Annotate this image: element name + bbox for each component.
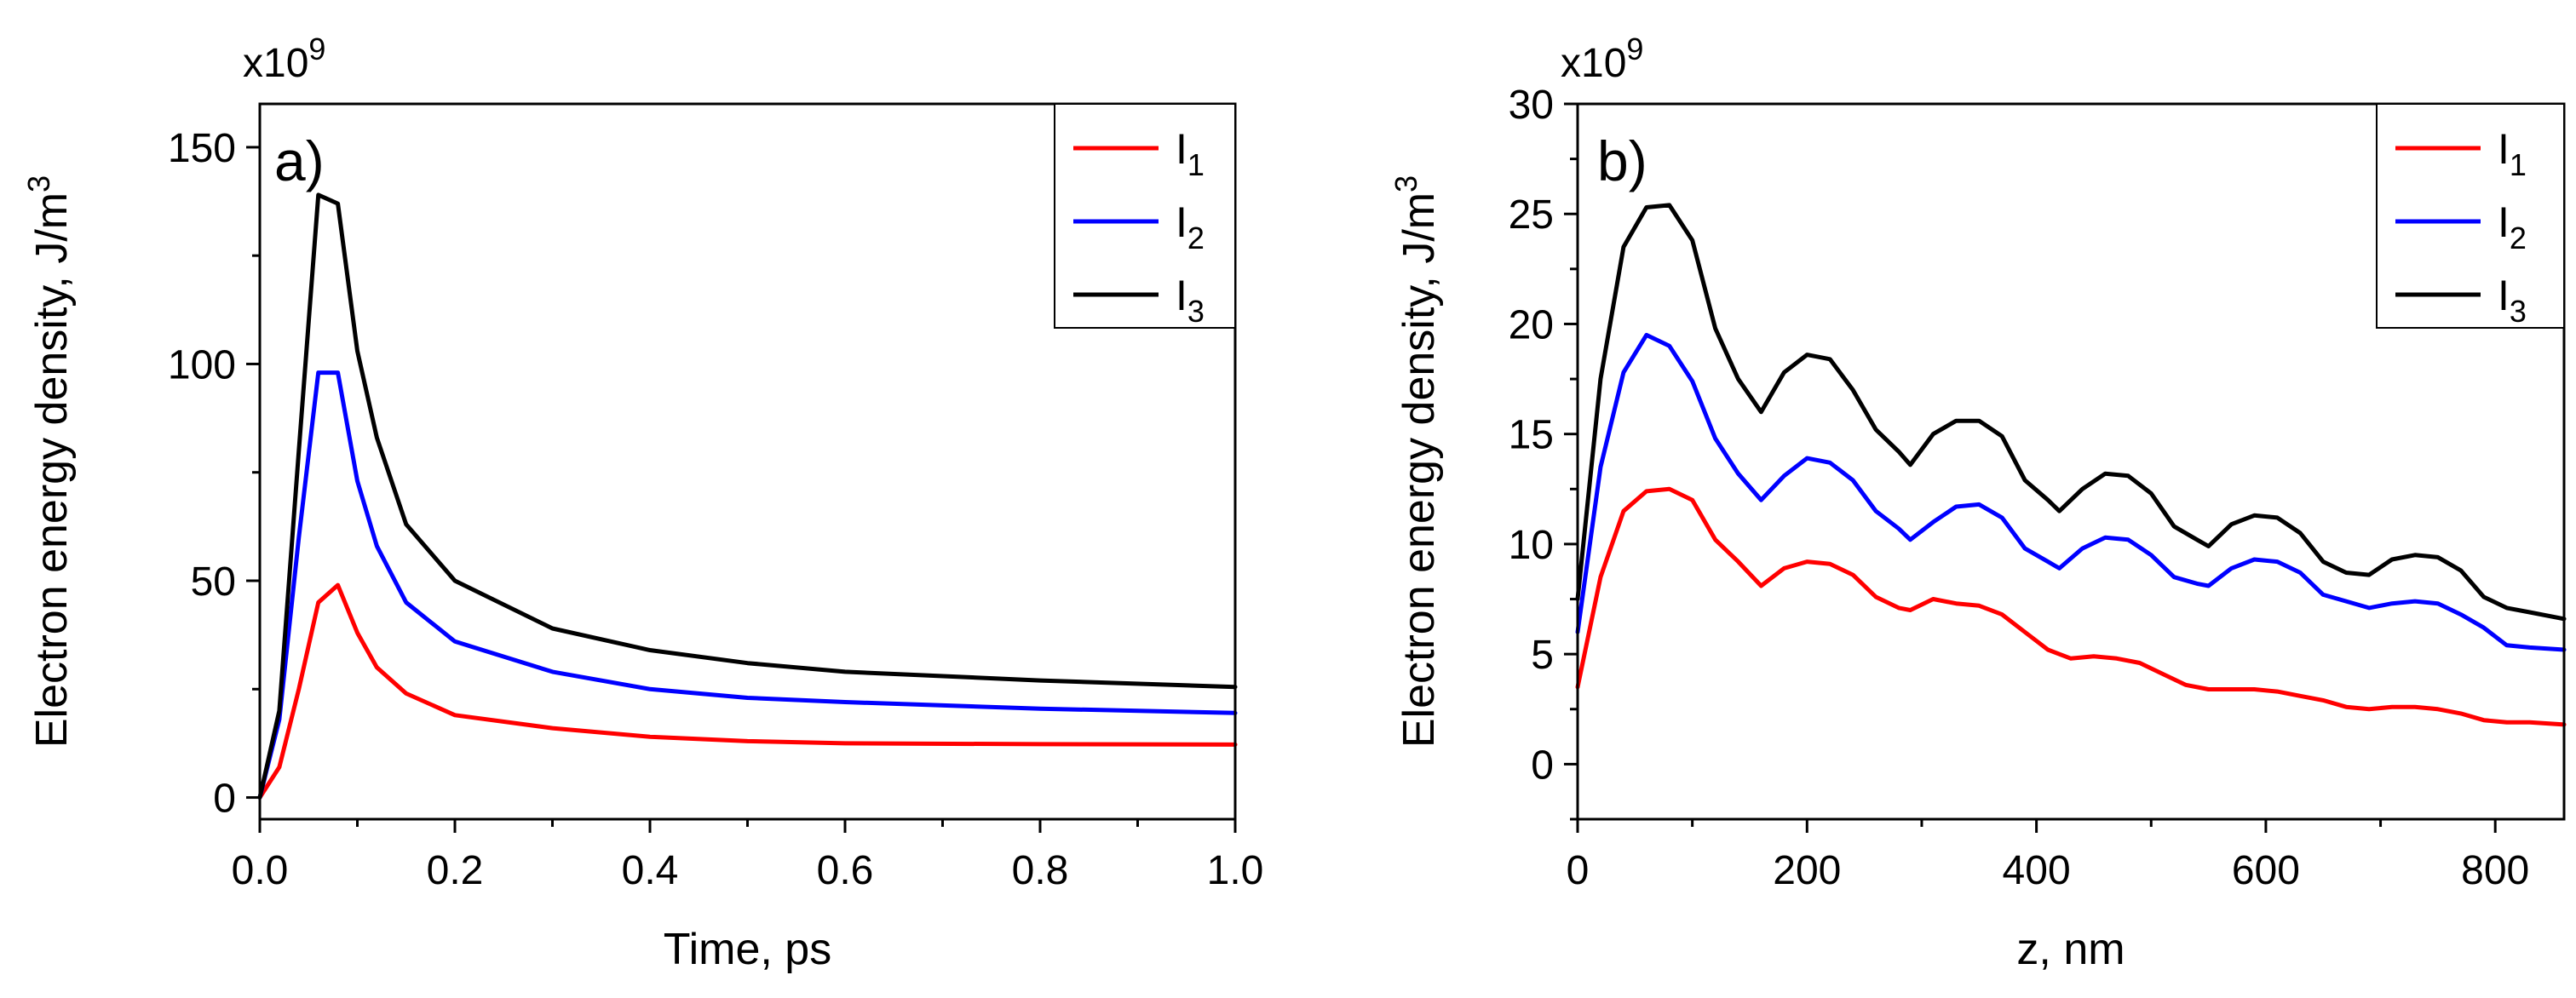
y-axis-title: Electron energy density, J/m3: [21, 175, 77, 748]
y-tick-label: 20: [1509, 302, 1554, 347]
x-axis-title: Time, ps: [664, 925, 831, 974]
series-line-i3: [1575, 203, 2567, 622]
y-axis-multiplier: x109: [1561, 32, 1643, 86]
legend-label: I3: [1176, 272, 1205, 329]
x-tick-label: 200: [1773, 848, 1841, 893]
x-tick-label: 0: [1567, 848, 1590, 893]
x-tick-label: 0.4: [622, 848, 679, 893]
x-tick-label: 0.6: [817, 848, 874, 893]
legend: I1 I2 I3: [1054, 103, 1236, 329]
y-tick-label: 0: [1531, 743, 1554, 788]
legend-box: [1054, 103, 1236, 329]
legend-label: I1: [2498, 125, 2527, 182]
legend-label: I2: [1176, 198, 1205, 255]
y-tick-label: 5: [1531, 633, 1554, 678]
y-tick-label: 10: [1509, 523, 1554, 568]
legend-label: I3: [2498, 272, 2527, 329]
y-tick-label: 15: [1509, 413, 1554, 458]
series-line-i1: [1575, 486, 2567, 727]
y-tick-label: 0: [213, 777, 236, 822]
series-line-i1: [257, 582, 1238, 800]
x-tick-label: 800: [2461, 848, 2529, 893]
y-axis-multiplier: x109: [243, 32, 325, 86]
plot-frame: [1576, 102, 2566, 821]
x-tick-label: 1.0: [1207, 848, 1264, 893]
x-tick-label: 0.0: [232, 848, 289, 893]
panel-label: a): [274, 129, 325, 192]
y-tick-label: 100: [168, 342, 236, 387]
chart-panel-2: 0 200 400 600 800 0 5 10 15 20 25 30 z, nm Electron e…: [1389, 32, 2567, 974]
y-axis-title: Electron energy density, J/m3: [1389, 175, 1444, 748]
y-tick-label: 30: [1509, 83, 1554, 128]
x-tick-label: 400: [2003, 848, 2071, 893]
series-line-i2: [1575, 332, 2567, 652]
y-tick-label: 150: [168, 126, 236, 171]
x-tick-label: 600: [2232, 848, 2300, 893]
x-axis-title: z, nm: [2016, 925, 2125, 974]
chart-panel-1: 0.0 0.2 0.4 0.6 0.8 1.0 0 50 100 150 Time, ps Elect…: [21, 32, 1263, 974]
y-tick-label: 25: [1509, 192, 1554, 238]
legend: I1 I2 I3: [2376, 103, 2565, 329]
x-tick-label: 0.2: [427, 848, 484, 893]
series-line-i3: [257, 192, 1238, 800]
legend-label: I2: [2498, 198, 2527, 255]
legend-label: I1: [1176, 125, 1205, 182]
panel-label: b): [1597, 129, 1647, 192]
x-tick-label: 0.8: [1012, 848, 1069, 893]
series-line-i2: [257, 370, 1238, 800]
y-tick-label: 50: [191, 559, 236, 605]
legend-box: [2376, 103, 2565, 329]
